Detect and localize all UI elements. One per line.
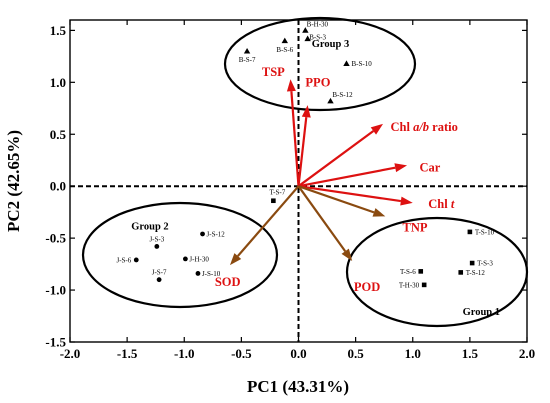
loading-label: Chl t [428, 197, 455, 211]
loading-label: SOD [215, 275, 241, 289]
loading-arrow-line [297, 130, 375, 188]
point-label: B-S-10 [351, 60, 372, 68]
axis-ticks: -2.0 -1.5 -1.0 -0.5 0.0 0.5 1.0 1.5 2.01.51.00.5… [45, 20, 535, 361]
point-label: B-S-3 [309, 34, 326, 42]
loading-label: TSP [262, 65, 285, 79]
point-marker-circle [200, 231, 205, 237]
group-1-ellipse [345, 216, 529, 328]
point-marker-square [469, 260, 475, 266]
point-label: T-S-7 [270, 189, 286, 197]
point-label: J-S-12 [207, 230, 226, 238]
group-labels: Group 1 Group 2 Group 3 [131, 39, 500, 318]
y-tick-label: 1.0 [50, 75, 66, 90]
loading-label: POD [354, 280, 380, 294]
group-label: Group 1 [463, 307, 500, 318]
loading-arrow-line [298, 185, 402, 203]
point-marker-circle [133, 257, 139, 263]
point-label: B-S-7 [239, 56, 256, 64]
point-label: B-S-12 [332, 91, 353, 99]
loading-label: Car [419, 160, 440, 174]
x-tick-label: 0.0 [290, 346, 306, 361]
x-tick-label: 2.0 [519, 346, 535, 361]
y-axis-title: PC2 (42.65%) [4, 130, 23, 232]
x-tick-label: -0.5 [231, 346, 252, 361]
point-label: T-S-6 [400, 268, 416, 276]
y-tick-label: 0.5 [50, 127, 67, 142]
point-label: B-S-6 [276, 46, 293, 54]
loading-arrowhead [341, 248, 353, 261]
point-label: T-H-30 [399, 281, 420, 289]
y-tick-label: -1.5 [45, 335, 66, 350]
loading-arrow-line [236, 185, 300, 257]
x-tick-label: -1.0 [174, 346, 195, 361]
y-tick-label: 1.5 [50, 23, 67, 38]
point-marker-square [418, 269, 424, 274]
point-label: J-S-6 [116, 256, 131, 264]
loading-arrow-line [297, 185, 347, 252]
point-marker-square [467, 229, 473, 235]
group-label: Group 3 [312, 39, 349, 50]
point-marker-circle [154, 244, 160, 249]
y-tick-label: -1.0 [45, 283, 66, 298]
x-axis-title: PC1 (43.31%) [247, 377, 349, 396]
loading-arrow-line [290, 91, 300, 187]
loading-arrowhead [286, 79, 296, 92]
group-label: Group 2 [131, 222, 168, 233]
point-marker-triangle [327, 97, 334, 104]
point-label: J-H-30 [189, 255, 209, 263]
loading-arrowhead [400, 196, 413, 206]
point-marker-triangle [302, 27, 309, 33]
point-marker-triangle [243, 47, 251, 54]
loading-arrowhead [370, 123, 384, 135]
x-tick-label: 0.5 [348, 346, 365, 361]
group-ellipses [81, 16, 529, 328]
y-tick-label: 0.0 [50, 179, 66, 194]
group-3-ellipse [223, 16, 417, 112]
point-marker-square [458, 270, 464, 275]
loading-arrow-line [297, 116, 308, 187]
loading-label: TNP [403, 221, 428, 235]
point-label: B-H-30 [307, 20, 329, 28]
loading-arrowhead [229, 253, 242, 266]
y-tick-label: -0.5 [45, 231, 66, 246]
point-marker-triangle [343, 60, 350, 67]
point-marker-circle [156, 277, 162, 283]
point-marker-triangle [281, 37, 288, 44]
point-label: J-S-3 [149, 235, 164, 243]
point-label: T-S-12 [466, 269, 486, 277]
point-label: J-S-10 [202, 270, 221, 278]
score-points: B-H-30 B-S-3 B-S-6 B-S-7 B-S-10 B-S-12 J-S-12 J… [116, 20, 494, 289]
group-2-ellipse [81, 201, 279, 309]
point-marker-circle [182, 256, 188, 262]
x-tick-label: -2.0 [60, 346, 81, 361]
loading-label: PPO [305, 75, 330, 89]
point-label: T-S-10 [475, 228, 495, 236]
point-label: J-S-7 [152, 269, 167, 277]
x-tick-label: 1.5 [462, 346, 479, 361]
point-marker-square [421, 282, 427, 288]
loading-arrowhead [301, 105, 311, 118]
x-tick-label: -1.5 [117, 346, 138, 361]
x-tick-label: 1.0 [405, 346, 421, 361]
loading-arrowhead [372, 208, 386, 217]
point-marker-circle [195, 271, 201, 276]
point-marker-square [271, 198, 276, 204]
loading-label: Chl a/b ratio [390, 120, 457, 134]
loading-arrowhead [394, 163, 408, 173]
loading-arrow-line [298, 185, 375, 214]
point-label: T-S-3 [477, 260, 493, 268]
loading-arrow-line [298, 166, 396, 188]
point-marker-triangle [304, 35, 311, 42]
